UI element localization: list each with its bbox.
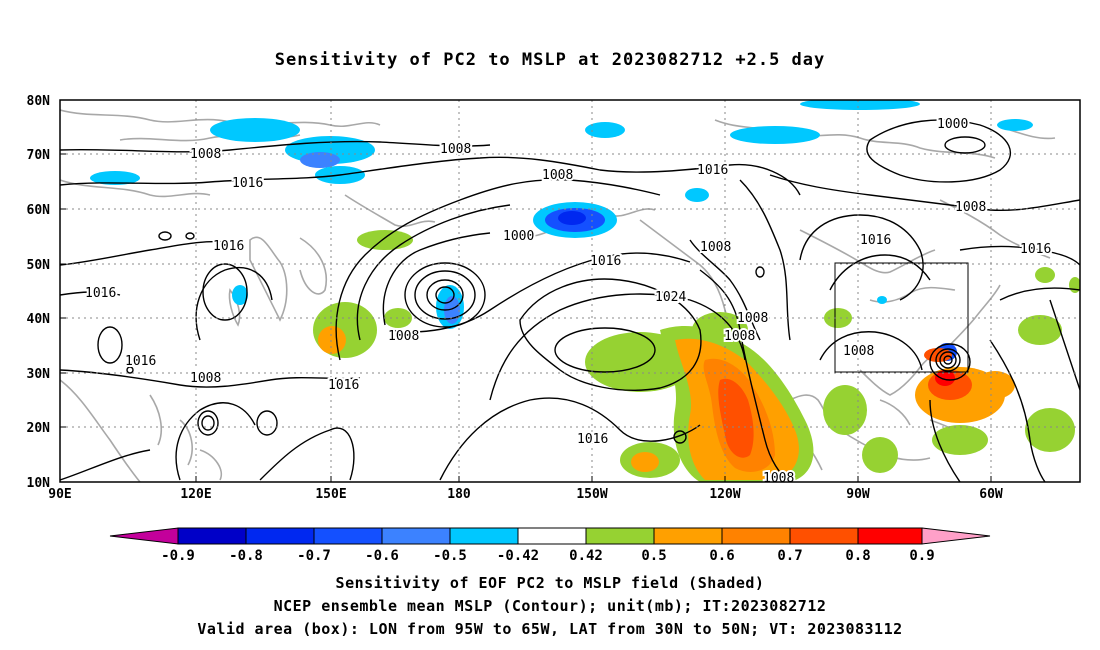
- longitude-axis: [59, 476, 992, 482]
- colorbar-label: 0.6: [709, 548, 734, 564]
- contour-label: 1016: [1020, 242, 1051, 257]
- colorbar-swatch: [381, 527, 451, 545]
- contour-label: 1016: [577, 432, 608, 447]
- positive-sensitivity-shading: [313, 230, 1080, 482]
- contour-label: 1008: [724, 329, 755, 344]
- contour-label: 1016: [590, 254, 621, 269]
- contour-label: 1016: [328, 378, 359, 393]
- colorbar-label: -0.42: [497, 548, 539, 564]
- caption-valid-area: Valid area (box): LON from 95W to 65W, L…: [197, 620, 903, 638]
- lon-label: 120W: [709, 487, 740, 502]
- colorbar-swatch: [517, 527, 587, 545]
- lon-label: 60W: [979, 487, 1003, 502]
- contour-label: 1008: [190, 147, 221, 162]
- colorbar-label: 0.8: [845, 548, 870, 564]
- lat-label: 40N: [27, 312, 51, 327]
- lat-label: 70N: [27, 148, 51, 163]
- colorbar-label: 0.42: [569, 548, 603, 564]
- colorbar-swatch: [857, 527, 923, 545]
- contour-label: 1000: [937, 117, 968, 132]
- contour-label: 1016: [213, 239, 244, 254]
- colorbar-swatch: [245, 527, 315, 545]
- colorbar-label: -0.8: [229, 548, 263, 564]
- negative-sensitivity-shading: [90, 100, 1033, 361]
- colorbar: [109, 527, 991, 545]
- lon-label: 150W: [576, 487, 607, 502]
- colorbar-label: -0.7: [297, 548, 331, 564]
- colorbar-under-triangle: [109, 527, 179, 545]
- caption-contour: NCEP ensemble mean MSLP (Contour); unit(…: [273, 597, 827, 615]
- colorbar-label: 0.5: [641, 548, 666, 564]
- colorbar-swatch: [449, 527, 519, 545]
- lon-label: 90W: [846, 487, 870, 502]
- gridlines: [60, 100, 1080, 482]
- colorbar-swatch: [313, 527, 383, 545]
- contour-label: 1008: [843, 344, 874, 359]
- contour-label: 1008: [440, 142, 471, 157]
- map-frame: [59, 99, 1081, 483]
- lat-label: 30N: [27, 367, 51, 382]
- colorbar-over-triangle: [921, 527, 991, 545]
- colorbar-label: -0.9: [161, 548, 195, 564]
- colorbar-label: 0.7: [777, 548, 802, 564]
- contour-label: 1008: [388, 329, 419, 344]
- contour-label: 1008: [955, 200, 986, 215]
- contour-label: 1016: [697, 163, 728, 178]
- lat-label: 20N: [27, 421, 51, 436]
- lat-label: 10N: [27, 476, 51, 491]
- contour-label: 1016: [232, 176, 263, 191]
- chart-title: Sensitivity of PC2 to MSLP at 2023082712…: [274, 50, 826, 70]
- mslp-contours: [60, 119, 1080, 482]
- colorbar-swatch: [585, 527, 655, 545]
- contour-label: 1008: [542, 168, 573, 183]
- contour-label: 1016: [85, 286, 116, 301]
- contour-label: 1000: [503, 229, 534, 244]
- caption-shading: Sensitivity of EOF PC2 to MSLP field (Sh…: [335, 574, 765, 592]
- colorbar-label: -0.5: [433, 548, 467, 564]
- contour-label: 1024: [655, 290, 686, 305]
- lon-label: 150E: [315, 487, 346, 502]
- contour-label: 1008: [700, 240, 731, 255]
- lat-label: 50N: [27, 258, 51, 273]
- lat-label: 60N: [27, 203, 51, 218]
- contour-label: 1008: [737, 311, 768, 326]
- colorbar-label: 0.9: [909, 548, 934, 564]
- sensitivity-map: 1008 1008 1016 1008 1016 1016 1016 1000 …: [27, 94, 1081, 564]
- colorbar-label: -0.6: [365, 548, 399, 564]
- contour-label: 1016: [125, 354, 156, 369]
- colorbar-swatch: [177, 527, 247, 545]
- lon-label: 90E: [48, 487, 71, 502]
- lat-label: 80N: [27, 94, 51, 109]
- colorbar-swatch: [789, 527, 859, 545]
- colorbar-swatch: [653, 527, 723, 545]
- contour-label: 1008: [763, 471, 794, 486]
- latitude-axis: [60, 99, 66, 483]
- contour-label: 1016: [860, 233, 891, 248]
- lon-label: 120E: [180, 487, 211, 502]
- colorbar-swatch: [721, 527, 791, 545]
- contour-label: 1008: [190, 371, 221, 386]
- lon-label: 180: [447, 487, 471, 502]
